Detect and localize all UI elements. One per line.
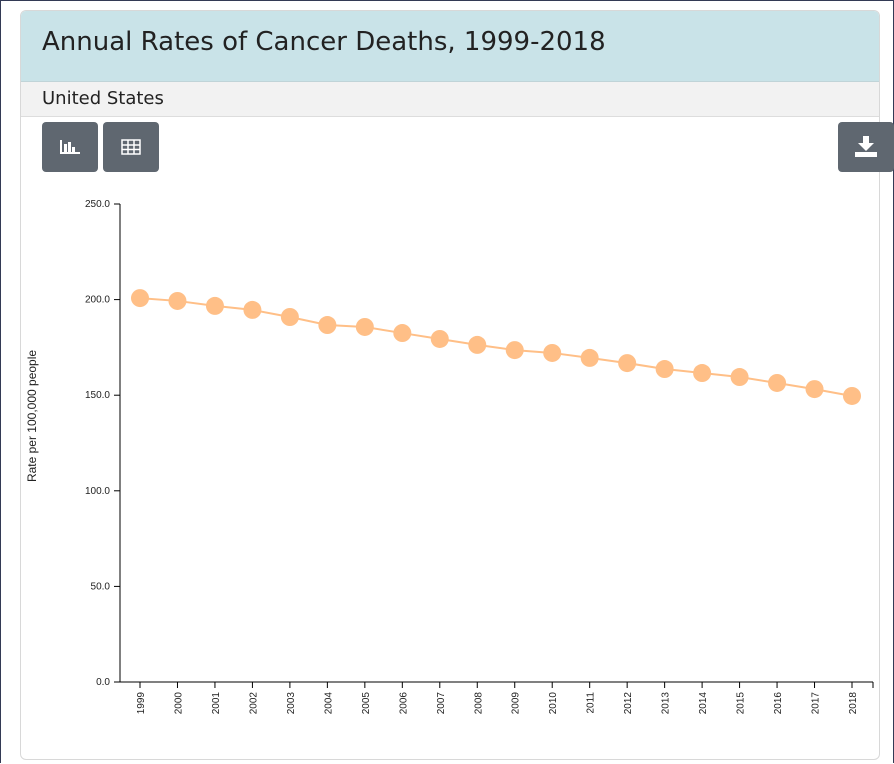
subtitle: United States	[21, 82, 879, 117]
y-tick-label: 200.0	[85, 295, 110, 306]
x-tick-label: 2016	[773, 692, 784, 715]
marker	[768, 373, 787, 392]
marker	[655, 360, 674, 379]
marker	[355, 317, 374, 336]
x-tick-label: 2005	[361, 692, 372, 715]
bar-icon	[60, 140, 80, 154]
marker	[543, 343, 562, 362]
download-icon	[855, 136, 877, 157]
marker	[805, 380, 824, 399]
table-icon	[121, 139, 141, 155]
marker	[318, 316, 337, 335]
y-tick-label: 50.0	[91, 581, 111, 592]
header: Annual Rates of Cancer Deaths, 1999-2018	[21, 11, 879, 82]
marker	[505, 341, 524, 360]
marker	[843, 386, 861, 405]
x-tick-label: 2002	[248, 692, 259, 715]
marker	[580, 348, 599, 367]
x-tick-label: 2015	[736, 692, 747, 715]
y-axis-label: Rate per 100,000 people	[25, 350, 39, 482]
marker	[131, 289, 149, 308]
x-tick-label: 2009	[511, 692, 522, 715]
x-tick-label: 2003	[286, 692, 297, 715]
x-tick-label: 2004	[323, 692, 334, 715]
panel: Annual Rates of Cancer Deaths, 1999-2018…	[20, 10, 880, 760]
marker	[243, 300, 262, 319]
x-tick-label: 2001	[211, 692, 222, 715]
y-tick-label: 150.0	[85, 390, 110, 401]
x-tick-label: 2008	[473, 692, 484, 715]
chart-view-button[interactable]	[42, 122, 98, 172]
marker	[280, 307, 299, 326]
marker	[205, 296, 224, 315]
marker	[693, 364, 712, 383]
x-tick-label: 1999	[136, 692, 147, 715]
x-tick-label: 2011	[586, 692, 597, 714]
x-tick-label: 2014	[698, 692, 709, 715]
marker	[730, 368, 749, 387]
y-tick-label: 250.0	[85, 199, 110, 210]
x-tick-label: 2000	[173, 692, 184, 715]
x-tick-label: 2007	[436, 692, 447, 715]
marker	[468, 335, 487, 354]
marker	[618, 354, 637, 373]
x-tick-label: 2013	[661, 692, 672, 715]
marker	[393, 324, 412, 343]
y-tick-label: 0.0	[96, 677, 110, 688]
title: Annual Rates of Cancer Deaths, 1999-2018	[42, 27, 606, 57]
y-tick-label: 100.0	[85, 486, 110, 497]
marker	[430, 329, 449, 348]
x-tick-label: 2012	[623, 692, 634, 715]
table-view-button[interactable]	[103, 122, 159, 172]
x-tick-label: 2010	[548, 692, 559, 715]
download-button[interactable]	[838, 122, 894, 172]
marker	[168, 291, 187, 310]
x-tick-label: 2017	[811, 692, 822, 715]
x-tick-label: 2006	[398, 692, 409, 715]
x-tick-label: 2018	[848, 692, 859, 715]
